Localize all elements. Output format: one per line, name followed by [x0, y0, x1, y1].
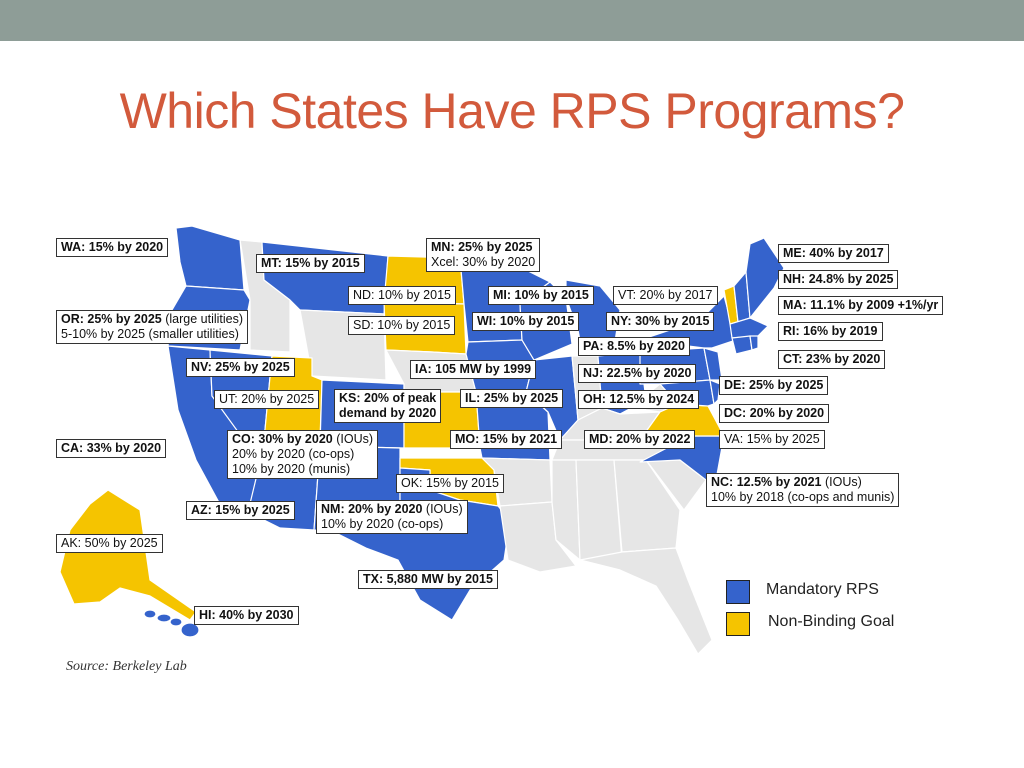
- label-az: AZ: 15% by 2025: [186, 501, 295, 520]
- label-wa: WA: 15% by 2020: [56, 238, 169, 257]
- legend-label-nonbinding: Non-Binding Goal: [768, 613, 895, 630]
- state-ga: [613, 459, 681, 553]
- label-me: ME: 40% by 2017: [778, 244, 889, 263]
- label-mo: MO: 15% by 2021: [450, 430, 563, 449]
- label-mt: MT: 15% by 2015: [256, 254, 365, 273]
- label-nc: NC: 12.5% by 2021 (IOUs) 10% by 2018 (co-…: [706, 473, 900, 507]
- label-de: DE: 25% by 2025: [719, 376, 829, 395]
- top-bar: [0, 0, 1024, 41]
- state-hi: [143, 609, 200, 638]
- label-dc: DC: 20% by 2020: [719, 404, 830, 423]
- source-credit: Source: Berkeley Lab: [66, 659, 187, 674]
- legend-swatch-mandatory: [726, 580, 750, 604]
- slide-title: Which States Have RPS Programs?: [119, 83, 905, 139]
- state-ct: [731, 335, 753, 355]
- label-nm: NM: 20% by 2020 (IOUs) 10% by 2020 (co-op…: [316, 500, 468, 534]
- label-ok: OK: 15% by 2015: [396, 474, 504, 493]
- legend-label-mandatory: Mandatory RPS: [766, 581, 879, 598]
- label-md: MD: 20% by 2022: [584, 430, 696, 449]
- label-mn: MN: 25% by 2025 Xcel: 30% by 2020: [426, 238, 541, 272]
- label-oh: OH: 12.5% by 2024: [578, 390, 700, 409]
- label-nj: NJ: 22.5% by 2020: [578, 364, 697, 383]
- label-ks: KS: 20% of peak demand by 2020: [334, 389, 442, 423]
- label-mi: MI: 10% by 2015: [488, 286, 594, 305]
- legend-swatch-nonbinding: [726, 612, 750, 636]
- label-nh: NH: 24.8% by 2025: [778, 270, 899, 289]
- label-vt: VT: 20% by 2017: [613, 286, 718, 305]
- label-ia: IA: 105 MW by 1999: [410, 360, 537, 379]
- label-nd: ND: 10% by 2015: [348, 286, 456, 305]
- label-wi: WI: 10% by 2015: [472, 312, 580, 331]
- state-de: [709, 379, 721, 405]
- state-ma: [729, 317, 769, 339]
- label-sd: SD: 10% by 2015: [348, 316, 456, 335]
- label-pa: PA: 8.5% by 2020: [578, 337, 690, 356]
- label-il: IL: 25% by 2025: [460, 389, 564, 408]
- state-ak: [59, 489, 197, 621]
- state-ri: [749, 335, 759, 351]
- state-ms: [551, 459, 581, 561]
- label-hi: HI: 40% by 2030: [194, 606, 299, 625]
- label-ak: AK: 50% by 2025: [56, 534, 163, 553]
- label-ri: RI: 16% by 2019: [778, 322, 883, 341]
- label-ny: NY: 30% by 2015: [606, 312, 715, 331]
- label-ut: UT: 20% by 2025: [214, 390, 320, 409]
- label-co: CO: 30% by 2020 (IOUs) 20% by 2020 (co-op…: [227, 430, 379, 479]
- state-fl: [579, 547, 713, 655]
- label-ma: MA: 11.1% by 2009 +1%/yr: [778, 296, 944, 315]
- state-wa: [175, 225, 245, 291]
- label-ct: CT: 23% by 2020: [778, 350, 886, 369]
- state-me: [745, 237, 785, 319]
- label-ca: CA: 33% by 2020: [56, 439, 167, 458]
- label-nv: NV: 25% by 2025: [186, 358, 295, 377]
- label-va: VA: 15% by 2025: [719, 430, 825, 449]
- label-or: OR: 25% by 2025 (large utilities) 5-10% b…: [56, 310, 249, 344]
- label-tx: TX: 5,880 MW by 2015: [358, 570, 498, 589]
